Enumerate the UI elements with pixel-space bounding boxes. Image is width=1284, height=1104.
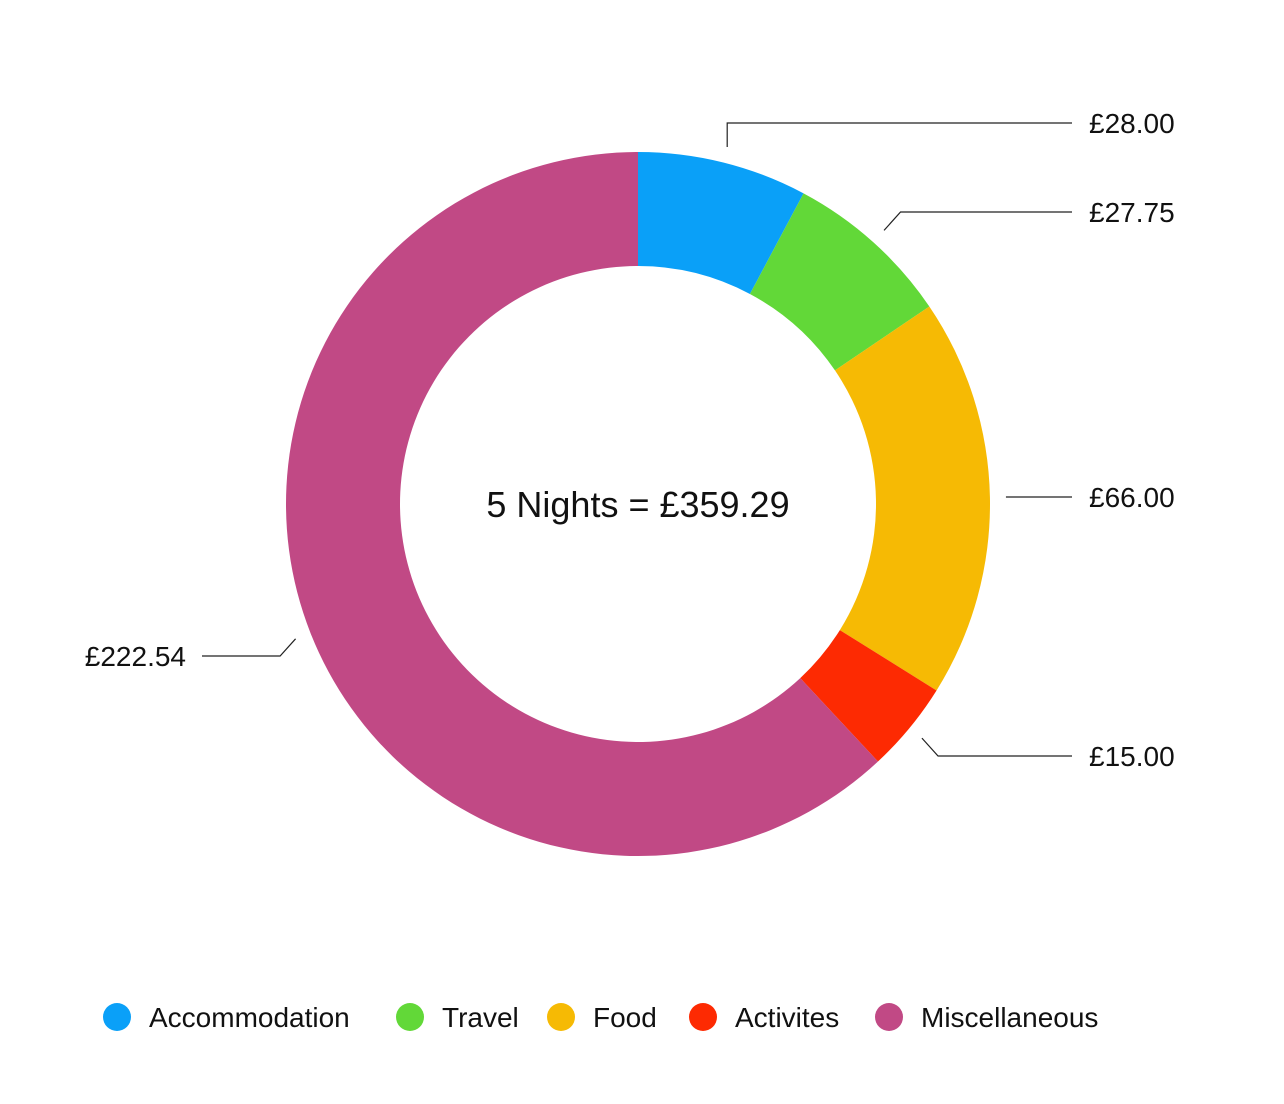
slice-travel [749,193,930,371]
slice-activites [800,630,937,762]
chart-slices [285,152,990,857]
data-label-activites: £15.00 [1089,741,1175,772]
legend-label-activites: Activites [735,1002,839,1033]
chart-legend: Accommodation Travel Food Activites Miscella… [103,1002,1098,1033]
legend-item-accommodation: Accommodation [103,1002,350,1033]
legend-swatch-food [547,1003,575,1031]
data-label-miscellaneous: £222.54 [85,641,186,672]
legend-item-food: Food [547,1002,657,1033]
legend-swatch-travel [396,1003,424,1031]
legend-swatch-activites [689,1003,717,1031]
chart-leader-lines [202,122,1072,757]
legend-swatch-miscellaneous [875,1003,903,1031]
legend-label-travel: Travel [442,1002,519,1033]
chart-data-labels: £28.00 £27.75 £66.00 £15.00 £222.54 [85,108,1175,772]
center-total-label: 5 Nights = £359.29 [486,484,789,525]
slice-miscellaneous [285,152,878,857]
data-label-accommodation: £28.00 [1089,108,1175,139]
slice-food [834,306,990,691]
slice-accommodation [638,152,804,294]
leader-line-accommodation [726,122,1072,147]
legend-item-miscellaneous: Miscellaneous [875,1002,1098,1033]
data-label-food: £66.00 [1089,482,1175,513]
legend-swatch-accommodation [103,1003,131,1031]
leader-line-activites [921,737,1072,757]
leader-line-travel [883,211,1072,231]
legend-item-travel: Travel [396,1002,519,1033]
legend-label-miscellaneous: Miscellaneous [921,1002,1098,1033]
legend-item-activites: Activites [689,1002,839,1033]
leader-line-miscellaneous [202,638,297,657]
legend-label-accommodation: Accommodation [149,1002,350,1033]
legend-label-food: Food [593,1002,657,1033]
data-label-travel: £27.75 [1089,197,1175,228]
